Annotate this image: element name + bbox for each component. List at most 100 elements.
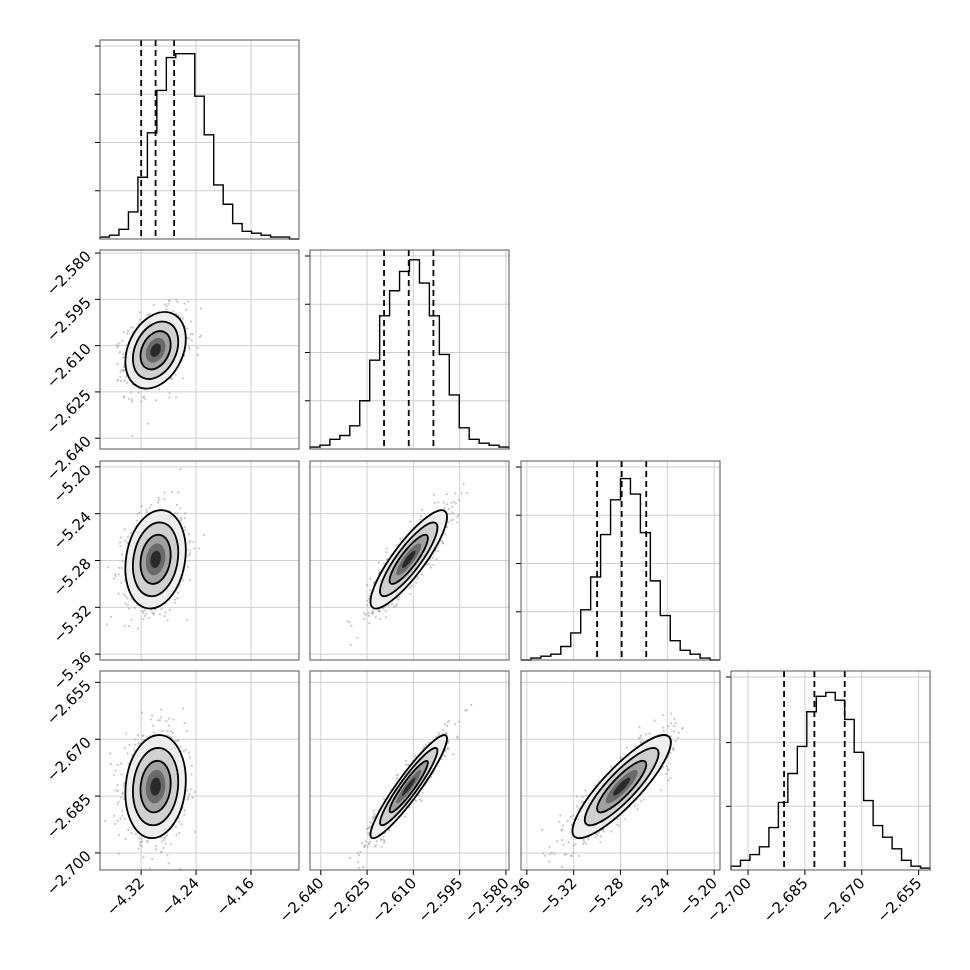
sample-point (142, 856, 145, 859)
sample-point (148, 506, 151, 509)
sample-point (662, 714, 665, 717)
scatter-panel-2-1 (99, 249, 300, 450)
sample-point (395, 605, 398, 608)
sample-point (448, 513, 451, 516)
sample-point (431, 556, 434, 559)
sample-point (120, 379, 123, 383)
sample-point (165, 308, 168, 311)
sample-point (349, 643, 352, 646)
sample-point (174, 739, 177, 742)
sample-point (123, 379, 126, 382)
panel-frame (520, 460, 721, 661)
sample-point (155, 844, 158, 847)
sample-point (371, 609, 374, 612)
sample-point (188, 793, 191, 796)
sample-point (171, 731, 174, 735)
sample-point (139, 841, 142, 844)
sample-point (126, 541, 129, 545)
sample-point (417, 794, 420, 797)
sample-point (367, 614, 371, 618)
sample-point (399, 537, 402, 540)
sample-point (380, 839, 383, 842)
sample-point (405, 759, 408, 763)
sample-point (133, 749, 136, 752)
sample-point (168, 396, 171, 399)
panel-frame (99, 249, 300, 450)
contour-line (132, 320, 180, 380)
sample-point (164, 611, 167, 614)
sample-point (123, 579, 126, 582)
sample-point (667, 768, 670, 772)
sample-point (437, 733, 440, 737)
sample-point (175, 298, 178, 301)
sample-point (374, 616, 377, 619)
sample-point (164, 842, 167, 845)
contour-line (379, 747, 439, 827)
sample-point (107, 566, 110, 569)
sample-point (166, 854, 169, 857)
sample-point (372, 816, 375, 819)
sample-point (388, 829, 391, 832)
sample-point (653, 719, 656, 722)
sample-point (448, 719, 451, 722)
sample-point (382, 835, 385, 838)
sample-point (642, 798, 645, 801)
sample-point (186, 789, 189, 792)
sample-point (154, 608, 158, 611)
sample-point (124, 539, 127, 543)
sample-point (470, 703, 473, 707)
sample-point (356, 636, 359, 639)
sample-point (137, 391, 140, 394)
sample-point (139, 843, 142, 846)
sample-point (450, 501, 453, 504)
sample-point (636, 808, 639, 811)
sample-point (183, 722, 186, 725)
panel-content (348, 703, 473, 870)
sample-point (163, 615, 166, 618)
panel-content (541, 712, 684, 869)
sample-point (120, 796, 123, 799)
sample-point (157, 388, 160, 391)
sample-point (437, 501, 440, 504)
sample-point (374, 844, 378, 847)
sample-point (157, 719, 160, 722)
sample-point (126, 604, 129, 607)
sample-point (548, 853, 552, 856)
sample-point (127, 828, 130, 831)
sample-point (186, 565, 189, 569)
sample-point (174, 825, 177, 829)
sample-point (157, 499, 161, 502)
sample-point (122, 331, 125, 334)
sample-point (602, 830, 605, 833)
sample-point (131, 326, 134, 329)
sample-point (677, 736, 680, 739)
sample-point (166, 729, 169, 732)
sample-point (363, 617, 366, 621)
sample-point (548, 846, 551, 849)
sample-point (563, 853, 566, 856)
sample-point (128, 625, 131, 628)
sample-point (140, 845, 143, 848)
sample-point (115, 343, 118, 346)
sample-point (154, 848, 157, 851)
sample-point (180, 823, 183, 826)
histogram-step (99, 53, 299, 240)
sample-point (120, 536, 123, 539)
sample-point (130, 398, 133, 401)
sample-point (451, 505, 454, 508)
sample-point (183, 517, 186, 520)
sample-point (126, 381, 129, 384)
sample-point (572, 844, 575, 848)
sample-point (367, 612, 370, 615)
sample-point (390, 602, 394, 606)
contour-line (369, 509, 448, 610)
sample-point (189, 756, 192, 759)
sample-point (386, 547, 389, 550)
sample-point (444, 749, 447, 753)
sample-point (150, 714, 154, 717)
sample-point (116, 763, 119, 767)
sample-point (366, 599, 369, 602)
sample-point (442, 729, 445, 732)
sample-point (380, 845, 383, 848)
sample-point (151, 857, 154, 861)
